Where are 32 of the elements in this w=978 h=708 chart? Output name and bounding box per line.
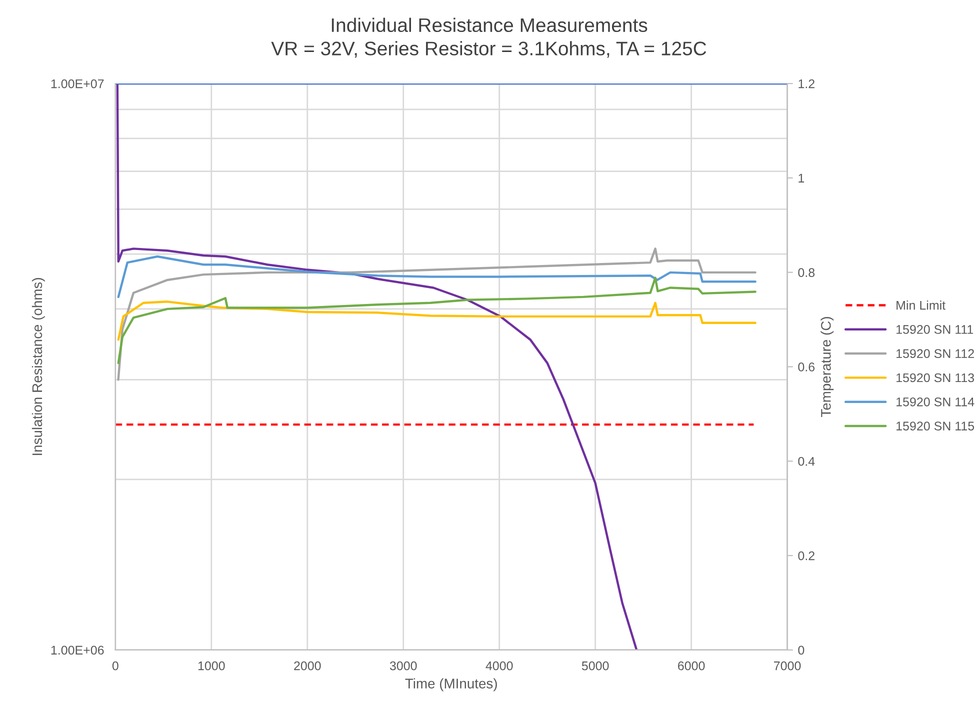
x-tick-label: 6000 <box>678 661 705 670</box>
y2-tick-label: 0.4 <box>798 456 815 466</box>
line-series <box>117 300 756 341</box>
line-series <box>117 276 756 364</box>
y2-tick-label: 1.2 <box>798 79 814 88</box>
legend-label: 15920 SN 111 <box>896 325 974 334</box>
y-axis-title: Insulation Resistance (ohms) <box>32 278 45 455</box>
y2-tick-label: 0.2 <box>798 551 814 560</box>
y2-tick-label: 0.6 <box>798 362 815 372</box>
x-tick-label: 1000 <box>198 661 225 670</box>
y2-axis-title: Temperature (C) <box>820 317 834 417</box>
chart-subtitle: VR = 32V, Series Resistor = 3.1Kohms, TA = 125C <box>271 41 706 58</box>
legend-label: 15920 SN 114 <box>896 397 974 406</box>
x-axis-title: Time (MInutes) <box>405 678 497 692</box>
line-series <box>117 255 756 298</box>
x-tick-label: 4000 <box>486 661 513 670</box>
legend-label: Min Limit <box>896 300 946 310</box>
y2-tick-label: 0.8 <box>798 268 815 277</box>
y-tick-label: 1.00E+06 <box>51 646 104 655</box>
y2-tick-label: 1 <box>798 174 804 182</box>
x-tick-label: 3000 <box>390 661 417 670</box>
x-tick-label: 2000 <box>294 661 321 670</box>
x-tick-label: 5000 <box>582 661 609 670</box>
legend-label: 15920 SN 115 <box>896 422 974 430</box>
x-tick-label: 0 <box>112 661 118 670</box>
y2-tick-label: 0 <box>798 646 804 655</box>
legend-label: 15920 SN 113 <box>896 373 974 382</box>
x-tick-label: 7000 <box>774 661 801 670</box>
y-tick-label: 1.00E+07 <box>51 79 104 88</box>
legend-label: 15920 SN 112 <box>896 349 974 358</box>
line-series <box>117 248 756 381</box>
chart-title: Individual Resistance Measurements <box>332 18 648 32</box>
